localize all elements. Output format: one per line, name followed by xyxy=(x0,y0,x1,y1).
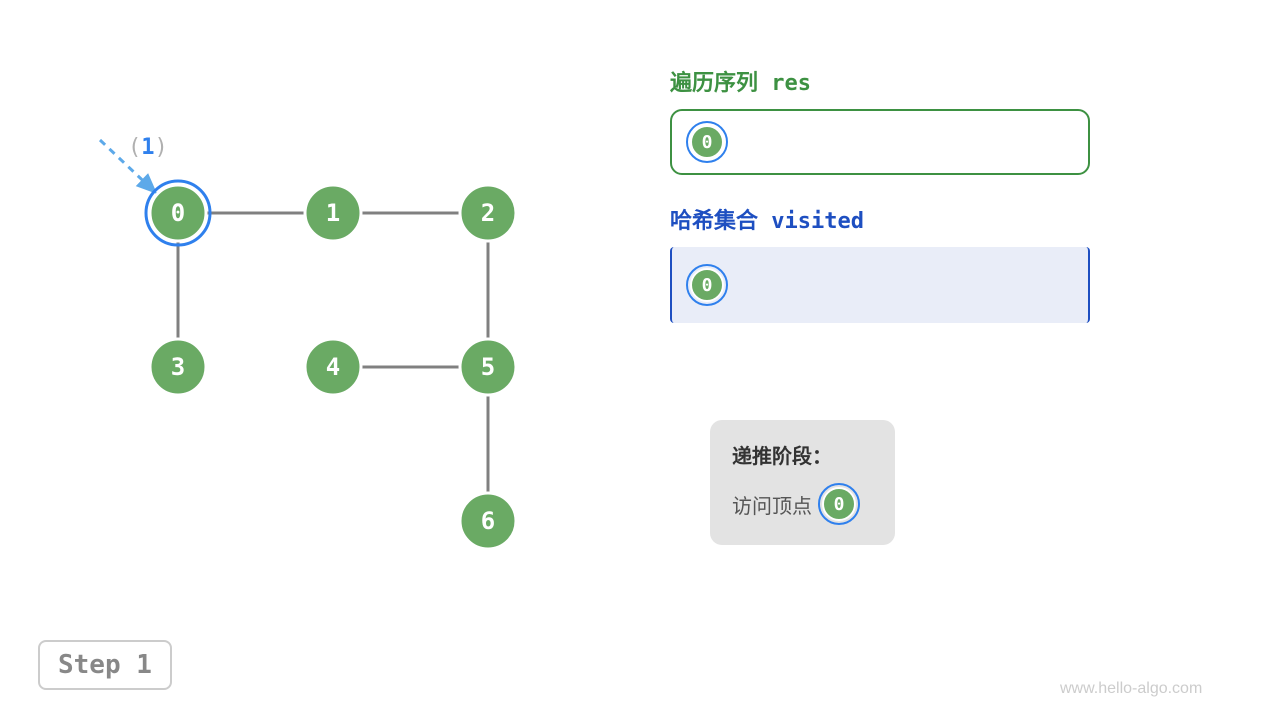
step-badge: Step 1 xyxy=(38,640,172,690)
step-label: Step 1 xyxy=(58,650,152,680)
pointer-label: (1) xyxy=(128,135,168,160)
info-node: 0 xyxy=(818,483,860,525)
visited-container: 0 xyxy=(670,247,1090,323)
graph-node-label: 3 xyxy=(171,353,185,381)
watermark: www.hello-algo.com xyxy=(1060,680,1202,698)
info-title: 递推阶段： xyxy=(732,440,873,469)
graph-area: (1) 0 1 2 3 4 5 6 xyxy=(0,0,640,720)
res-title: 遍历序列 res xyxy=(670,65,1090,97)
info-card: 递推阶段： 访问顶点 0 xyxy=(710,420,895,545)
info-row: 访问顶点 0 xyxy=(732,483,873,525)
graph-node-label: 5 xyxy=(481,353,495,381)
graph-svg: (1) 0 1 2 3 4 5 6 xyxy=(0,0,640,720)
mini-node-label: 0 xyxy=(690,268,724,302)
graph-node-label: 1 xyxy=(326,199,340,227)
res-container: 0 xyxy=(670,109,1090,175)
info-text: 访问顶点 xyxy=(732,490,812,519)
mini-node: 0 xyxy=(686,264,728,306)
graph-node-label: 6 xyxy=(481,507,495,535)
right-panel: 遍历序列 res 0 哈希集合 visited 0 xyxy=(670,65,1090,323)
watermark-text: www.hello-algo.com xyxy=(1060,680,1202,697)
visited-title: 哈希集合 visited xyxy=(670,203,1090,235)
graph-node-label: 2 xyxy=(481,199,495,227)
mini-node: 0 xyxy=(818,483,860,525)
graph-node-label: 0 xyxy=(171,199,185,227)
mini-node: 0 xyxy=(686,121,728,163)
mini-node-label: 0 xyxy=(690,125,724,159)
mini-node-label: 0 xyxy=(822,487,856,521)
graph-node-label: 4 xyxy=(326,353,340,381)
